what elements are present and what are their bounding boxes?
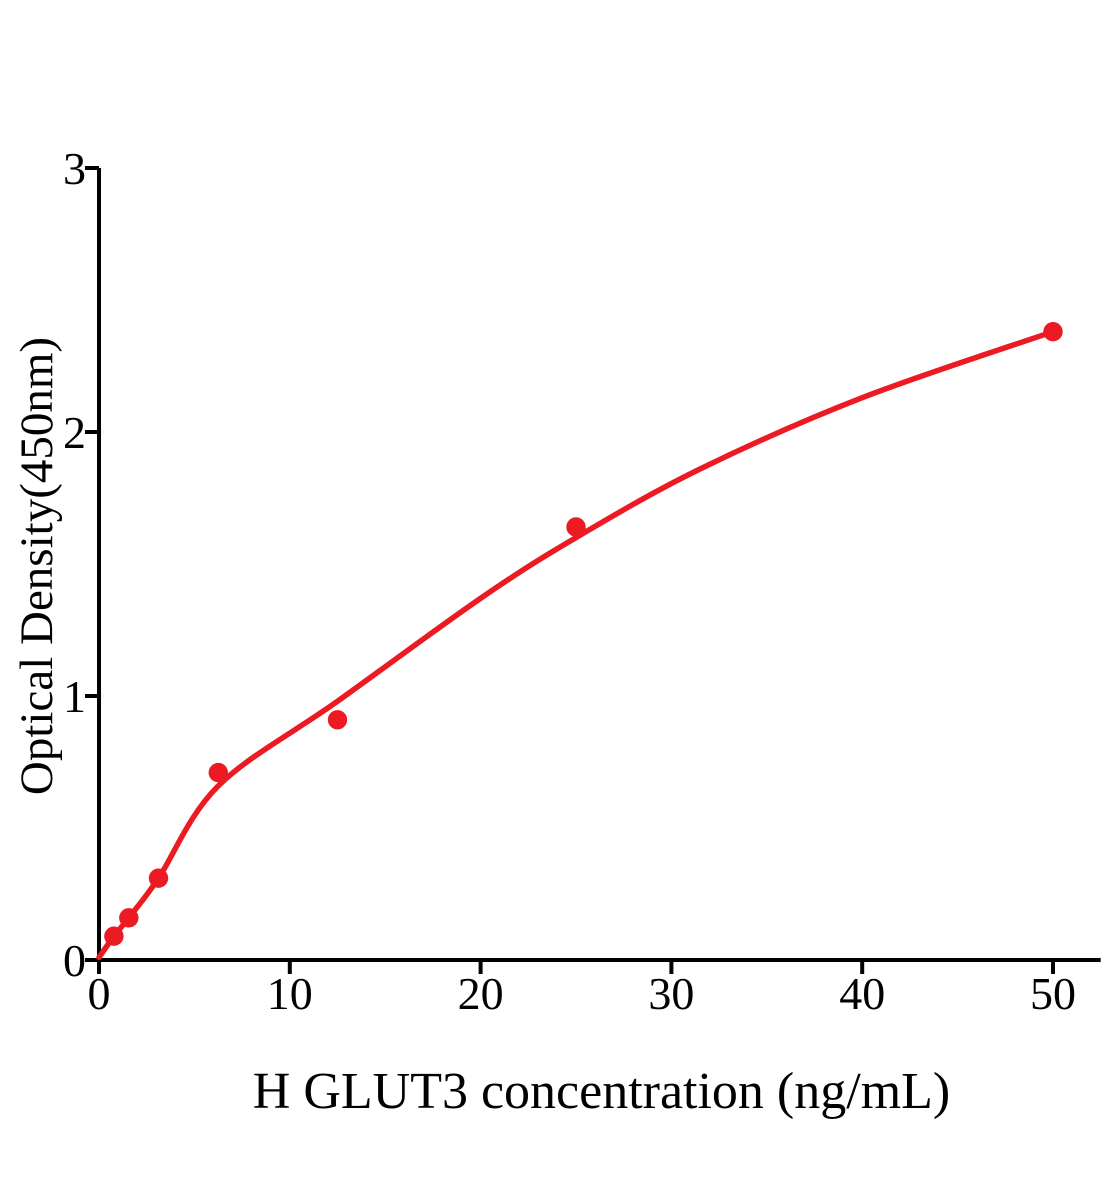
data-point xyxy=(208,762,228,783)
y-tick-label: 1 xyxy=(63,671,86,722)
x-tick-label: 50 xyxy=(1030,968,1076,1019)
y-axis-title: Optical Density(450nm) xyxy=(11,336,63,796)
x-tick-label: 30 xyxy=(648,968,694,1019)
data-point xyxy=(1043,322,1063,342)
data-point xyxy=(327,710,348,730)
x-axis-title: H GLUT3 concentration (ng/mL) xyxy=(252,1063,951,1120)
fit-curve-path xyxy=(96,328,1056,961)
x-tick-label: 0 xyxy=(88,968,111,1019)
y-tick-label: 3 xyxy=(63,143,86,194)
y-tick-label: 2 xyxy=(63,407,86,458)
x-tick-label: 20 xyxy=(458,968,504,1019)
data-point xyxy=(104,926,124,946)
data-point xyxy=(148,868,169,888)
x-tick-label: 40 xyxy=(839,968,885,1019)
data-point xyxy=(119,908,139,928)
x-tick-label: 10 xyxy=(267,968,313,1019)
data-point xyxy=(566,517,586,537)
y-tick-label: 0 xyxy=(63,935,86,986)
